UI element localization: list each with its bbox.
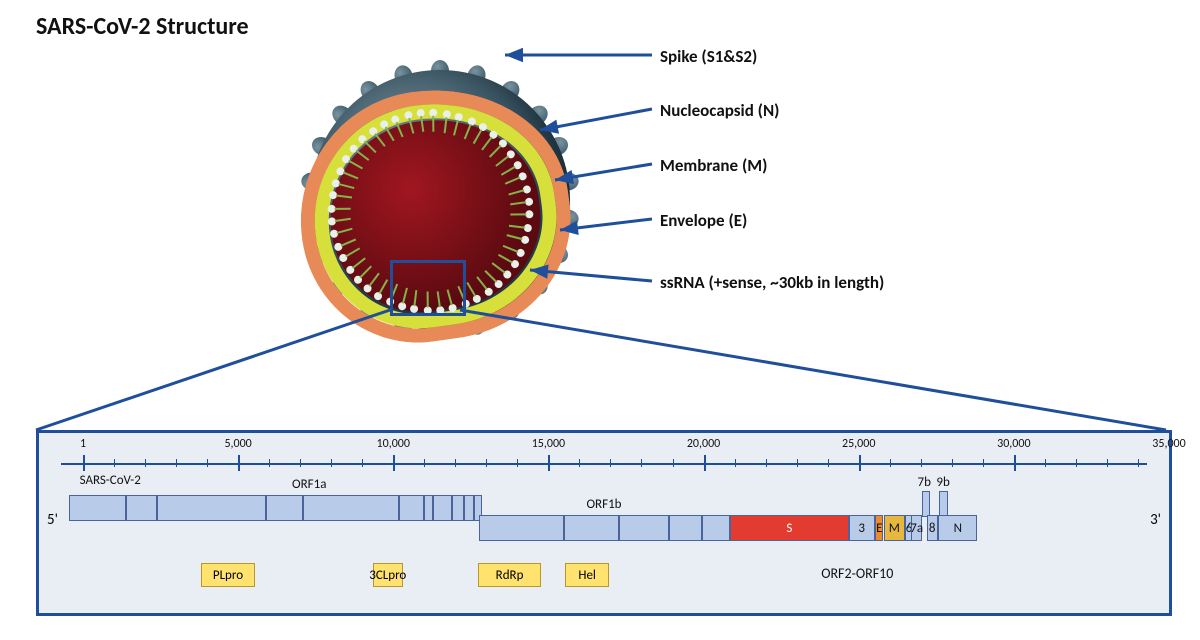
orf1b-segment (669, 515, 702, 541)
axis-minor-tick (300, 459, 301, 467)
axis-minor-tick (207, 459, 208, 467)
axis-minor-tick (486, 459, 487, 467)
gene-M: M (884, 515, 905, 541)
orf2-orf10-label: ORF2-ORF10 (821, 565, 893, 582)
domain-Hel: Hel (565, 563, 609, 587)
orf1b-label: ORF1b (586, 497, 621, 512)
axis-minor-tick (1107, 459, 1108, 467)
callout-label: ssRNA (+sense, ~30kb in length) (660, 272, 884, 293)
axis-tick (1014, 455, 1016, 471)
orf1a-segment (399, 495, 424, 521)
callout-label: Spike (S1&S2) (660, 46, 757, 67)
axis-minor-tick (735, 459, 736, 467)
orf1a-segment (69, 495, 126, 521)
axis-minor-tick (797, 459, 798, 467)
gene-9b-label: 9b (936, 475, 949, 490)
gene-7b-label: 7b (918, 475, 931, 490)
axis-minor-tick (269, 459, 270, 467)
axis-minor-tick (766, 459, 767, 467)
axis-minor-tick (114, 459, 115, 467)
orf1a-segment (157, 495, 266, 521)
axis-minor-tick (455, 459, 456, 467)
domain-3CLpro: 3CLpro (373, 563, 403, 587)
orf1a-segment (464, 495, 473, 521)
axis-minor-tick (828, 459, 829, 467)
page-title: SARS-CoV-2 Structure (36, 12, 249, 41)
axis-minor-tick (331, 459, 332, 467)
orf1b-segment (702, 515, 730, 541)
axis-minor-tick (921, 459, 922, 467)
orf1a-segment (433, 495, 452, 521)
orf1a-segment (266, 495, 303, 521)
axis-minor-tick (176, 459, 177, 467)
callout-label: Envelope (E) (660, 210, 747, 231)
three-prime-label: 3' (1150, 511, 1161, 529)
gene-7b (922, 491, 930, 517)
axis-minor-tick (1138, 459, 1139, 467)
gene-8: 8 (927, 515, 938, 541)
domain-RdRp: RdRp (478, 563, 541, 587)
gene-7a: 7a (911, 515, 922, 541)
axis-tick-label: 20,000 (687, 437, 720, 451)
axis-minor-tick (890, 459, 891, 467)
axis-tick-label: 35,000 (1152, 437, 1185, 451)
axis-minor-tick (424, 459, 425, 467)
genome-axis: 15,00010,00015,00020,00025,00030,00035,0… (61, 451, 1147, 475)
orf1a-segment (424, 495, 433, 521)
axis-minor-tick (145, 459, 146, 467)
axis-minor-tick (1076, 459, 1077, 467)
axis-tick-label: 15,000 (532, 437, 565, 451)
lipid-head (327, 204, 335, 212)
axis-tick (83, 455, 85, 471)
axis-tick (1169, 455, 1171, 471)
gene-N: N (938, 515, 977, 541)
axis-minor-tick (673, 459, 674, 467)
lipid-head (442, 109, 451, 118)
axis-tick-label: 10,000 (377, 437, 410, 451)
axis-minor-tick (579, 459, 580, 467)
axis-minor-tick (517, 459, 518, 467)
axis-tick-label: 30,000 (997, 437, 1030, 451)
callout-label: Membrane (M) (660, 155, 767, 176)
orf1a-label: ORF1a (292, 477, 326, 492)
domain-PLpro: PLpro (201, 563, 256, 587)
gene-3: 3 (849, 515, 875, 541)
axis-minor-tick (952, 459, 953, 467)
five-prime-label: 5' (47, 511, 58, 529)
zoom-box (390, 260, 466, 316)
axis-tick-label: 25,000 (842, 437, 875, 451)
genome-panel: 15,00010,00015,00020,00025,00030,00035,0… (36, 430, 1172, 616)
axis-minor-tick (983, 459, 984, 467)
axis-tick (704, 455, 706, 471)
orf1b-segment (619, 515, 669, 541)
orf1b-segment (564, 515, 620, 541)
axis-tick-label: 5,000 (224, 437, 251, 451)
axis-tick (238, 455, 240, 471)
axis-minor-tick (362, 459, 363, 467)
strain-label: SARS-CoV-2 (80, 473, 141, 488)
orf1a-segment (126, 495, 157, 521)
axis-tick-label: 1 (80, 437, 86, 451)
orf1a-segment (452, 495, 464, 521)
gene-E: E (875, 515, 883, 541)
orf1b-segment (479, 515, 564, 541)
gene-9b (939, 491, 948, 517)
callout-label: Nucleocapsid (N) (660, 100, 779, 121)
axis-tick (859, 455, 861, 471)
gene-S: S (730, 515, 849, 541)
orf1a-segment (303, 495, 399, 521)
axis-minor-tick (1045, 459, 1046, 467)
axis-minor-tick (641, 459, 642, 467)
axis-tick (393, 455, 395, 471)
axis-minor-tick (610, 459, 611, 467)
axis-tick (548, 455, 550, 471)
